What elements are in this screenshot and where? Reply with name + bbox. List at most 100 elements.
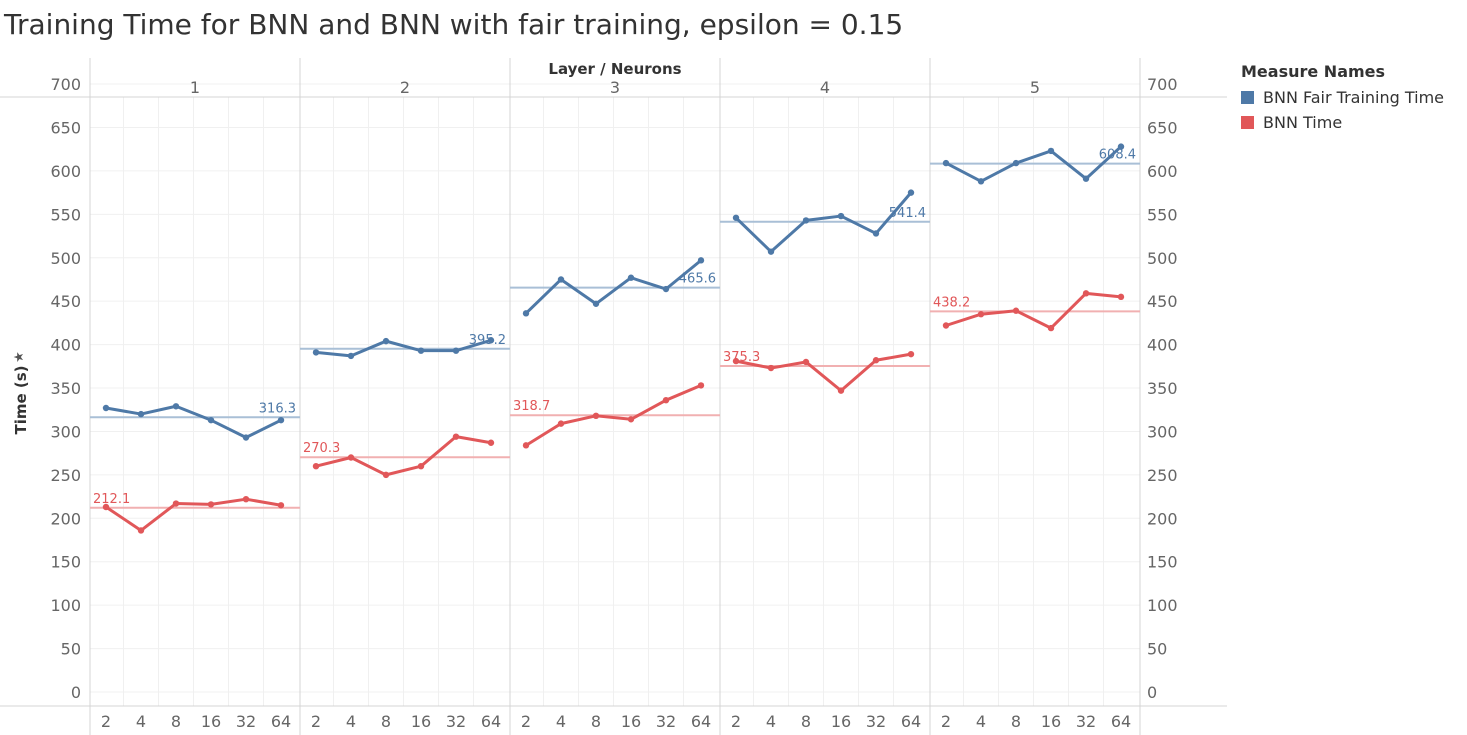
y-axis-title: Time (s)	[12, 365, 30, 434]
y-tick-right: 250	[1147, 466, 1178, 485]
y-tick-right: 600	[1147, 162, 1178, 181]
x-tick: 2	[941, 712, 951, 731]
data-point	[1047, 324, 1055, 332]
data-point	[487, 439, 495, 446]
x-tick: 64	[691, 712, 711, 731]
y-tick-right: 350	[1147, 379, 1178, 398]
y-tick-right: 650	[1147, 118, 1178, 137]
legend-label-fair: BNN Fair Training Time	[1263, 88, 1445, 107]
data-point	[347, 352, 355, 360]
data-point	[417, 347, 425, 354]
data-point	[627, 274, 635, 281]
data-point	[942, 322, 950, 329]
data-point	[662, 285, 670, 293]
x-tick: 4	[136, 712, 146, 731]
data-point	[627, 416, 635, 423]
data-point	[312, 349, 320, 356]
y-tick-left: 350	[50, 379, 81, 398]
data-point	[662, 396, 670, 404]
x-tick: 4	[766, 712, 776, 731]
x-tick: 16	[621, 712, 641, 731]
reference-label: 212.1	[93, 492, 130, 507]
y-tick-right: 550	[1147, 205, 1178, 224]
reference-label: 395.2	[469, 333, 506, 348]
data-point	[312, 462, 320, 470]
data-point	[802, 358, 810, 366]
y-tick-left: 300	[50, 422, 81, 441]
data-point	[1082, 290, 1090, 297]
y-tick-right: 500	[1147, 249, 1178, 268]
x-tick: 32	[866, 712, 886, 731]
data-point	[207, 501, 215, 508]
y-tick-left: 700	[50, 75, 81, 94]
series-line	[525, 384, 702, 447]
reference-label: 608.4	[1099, 148, 1136, 163]
data-point	[872, 230, 880, 237]
x-axis-title: Layer / Neurons	[548, 60, 681, 78]
data-point	[382, 471, 390, 479]
reference-label: 541.4	[889, 206, 926, 221]
pin-icon: ★	[12, 351, 27, 363]
data-point	[1082, 175, 1090, 182]
data-point	[977, 178, 985, 185]
legend-item-bnn[interactable]: BNN Time	[1241, 110, 1444, 135]
legend-swatch-bnn	[1241, 116, 1254, 129]
data-point	[1117, 293, 1125, 301]
data-point	[557, 420, 565, 427]
data-point	[417, 462, 425, 470]
data-point	[942, 159, 950, 167]
data-point	[137, 527, 145, 534]
data-point	[697, 257, 705, 264]
data-point	[767, 248, 775, 255]
y-tick-left: 400	[50, 336, 81, 355]
x-tick: 8	[171, 712, 181, 731]
y-tick-left: 650	[50, 118, 81, 137]
data-point	[977, 311, 985, 318]
data-point	[837, 387, 845, 394]
data-point	[1012, 159, 1020, 167]
data-point	[172, 500, 180, 507]
reference-label: 270.3	[303, 441, 340, 456]
x-tick: 8	[1011, 712, 1021, 731]
x-tick: 64	[1111, 712, 1131, 731]
panel-label: 1	[190, 78, 200, 97]
data-point	[802, 217, 810, 224]
series-line	[945, 145, 1123, 183]
reference-label: 316.3	[259, 401, 296, 416]
y-tick-left: 150	[50, 553, 81, 572]
y-tick-right: 150	[1147, 553, 1178, 572]
y-tick-right: 300	[1147, 422, 1178, 441]
x-tick: 8	[381, 712, 391, 731]
data-point	[907, 350, 915, 358]
x-tick: 16	[1041, 712, 1061, 731]
legend-item-fair[interactable]: BNN Fair Training Time	[1241, 85, 1444, 110]
x-tick: 64	[901, 712, 921, 731]
y-tick-left: 250	[50, 466, 81, 485]
data-point	[767, 364, 775, 372]
data-point	[1047, 147, 1055, 155]
legend-swatch-fair	[1241, 91, 1254, 104]
x-tick: 4	[346, 712, 356, 731]
data-point	[242, 434, 250, 441]
y-tick-right: 400	[1147, 336, 1178, 355]
data-point	[487, 337, 495, 344]
x-tick: 8	[801, 712, 811, 731]
y-tick-left: 100	[50, 596, 81, 615]
data-point	[382, 337, 390, 345]
x-tick: 2	[101, 712, 111, 731]
data-point	[137, 410, 145, 418]
data-point	[102, 404, 110, 412]
y-tick-left: 600	[50, 162, 81, 181]
series-line	[315, 435, 492, 477]
x-tick: 2	[731, 712, 741, 731]
y-tick-left: 50	[61, 640, 81, 659]
y-tick-right: 700	[1147, 75, 1178, 94]
data-point	[242, 495, 250, 503]
data-point	[1012, 307, 1020, 314]
x-tick: 2	[311, 712, 321, 731]
data-point	[172, 403, 180, 410]
series-line	[524, 259, 702, 315]
data-point	[872, 357, 880, 364]
legend-label-bnn: BNN Time	[1263, 113, 1343, 132]
y-tick-right: 0	[1147, 683, 1157, 702]
